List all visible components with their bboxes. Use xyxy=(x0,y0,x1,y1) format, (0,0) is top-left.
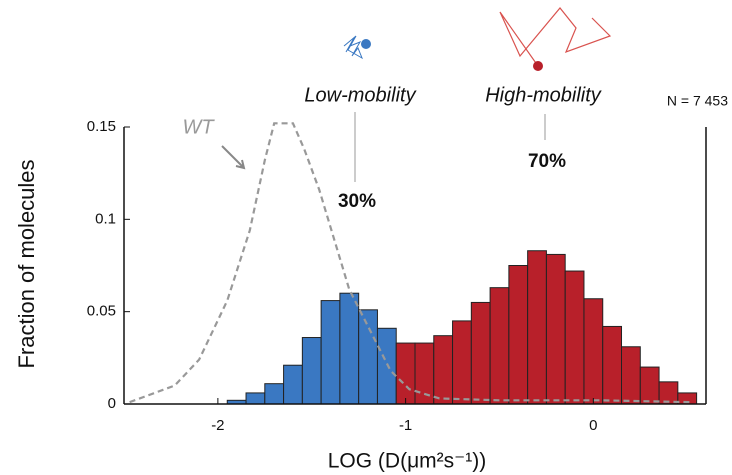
low-label: Low-mobility xyxy=(304,84,416,106)
bar xyxy=(395,342,416,405)
bar xyxy=(283,364,303,405)
bar xyxy=(639,366,660,405)
y-tick-label: 0.05 xyxy=(87,303,116,320)
bar xyxy=(583,298,604,405)
high-share: 70% xyxy=(528,151,566,172)
bar xyxy=(264,383,285,405)
wt-arrow xyxy=(221,145,246,170)
y-tick-label: 0 xyxy=(108,395,116,412)
bar xyxy=(358,309,378,405)
x-tick-label: -2 xyxy=(211,417,224,434)
bar xyxy=(602,325,623,405)
bar xyxy=(301,337,322,405)
x-tick-label: -1 xyxy=(399,417,412,434)
high-label: High-mobility xyxy=(485,84,602,106)
bar xyxy=(245,392,266,405)
wt-label: WT xyxy=(182,116,215,138)
y-tick-label: 0.1 xyxy=(95,210,116,227)
y-axis-title: Fraction of molecules xyxy=(14,159,39,368)
y-tick-label: 0.15 xyxy=(87,118,116,135)
bar xyxy=(564,270,585,405)
sample-size: N = 7 453 xyxy=(667,93,728,109)
high-mobility-icon xyxy=(499,7,612,71)
bar xyxy=(489,287,510,405)
bar xyxy=(470,301,491,405)
bar xyxy=(545,253,566,405)
low-mobility-icon xyxy=(343,35,371,60)
x-tick-label: 0 xyxy=(589,417,597,434)
wt-line xyxy=(129,122,692,404)
bar xyxy=(339,292,360,405)
bar xyxy=(320,300,341,405)
bar xyxy=(452,320,472,405)
bar xyxy=(376,327,397,405)
bar xyxy=(433,335,454,405)
low-share: 30% xyxy=(338,191,376,212)
x-axis-title: LOG (D(μm²s⁻¹)) xyxy=(328,450,486,473)
bar xyxy=(527,250,547,405)
bar xyxy=(621,346,641,405)
bar xyxy=(508,265,529,405)
